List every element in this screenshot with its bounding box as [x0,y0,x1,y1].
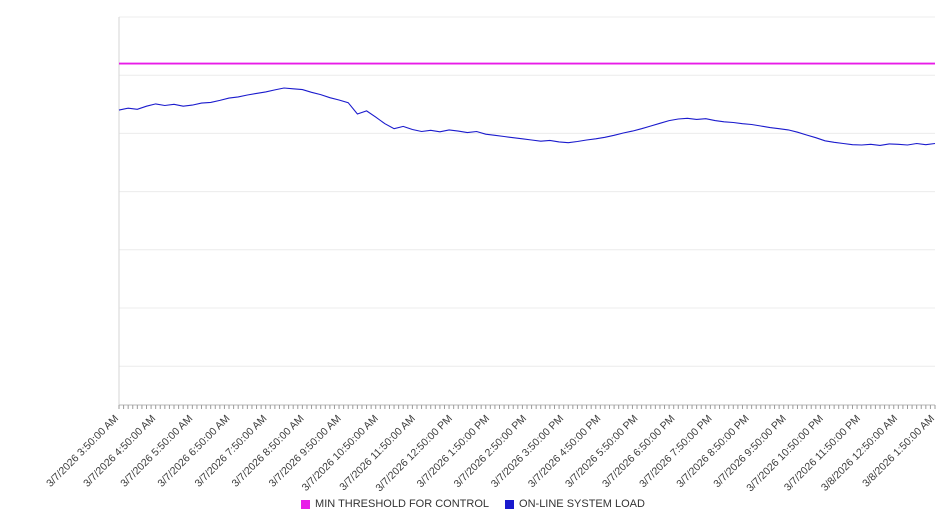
min-threshold-legend-swatch [301,499,311,509]
x-axis-label: 3/7/2026 5:50:00 AM [118,413,195,490]
x-axis-label: 3/7/2026 7:50:00 AM [192,413,269,490]
x-axis-label: 3/7/2026 1:50:00 PM [415,413,492,490]
x-axis-label: 3/7/2026 9:50:00 AM [267,413,344,490]
x-axis-label: 3/7/2026 5:50:00 PM [563,413,640,490]
legend-item-online-system-load[interactable]: ON-LINE SYSTEM LOAD [505,498,645,510]
system-load-line-chart: 3/7/2026 3:50:00 AM3/7/2026 4:50:00 AM3/… [44,16,937,494]
chart-legend: MIN THRESHOLD FOR CONTROL ON-LINE SYSTEM… [0,498,946,510]
x-axis-label: 3/7/2026 3:50:00 AM [44,413,121,490]
x-axis-label: 3/7/2026 2:50:00 PM [452,413,529,490]
x-axis-label: 3/7/2026 8:50:00 AM [230,413,307,490]
x-axis-label: 3/7/2026 4:50:00 PM [526,413,603,490]
x-axis-label: 3/7/2026 3:50:00 PM [489,413,566,490]
min-threshold-legend-label: MIN THRESHOLD FOR CONTROL [315,498,490,510]
x-axis-label: 3/8/2026 1:50:00 AM [860,413,937,490]
x-axis-label: 3/7/2026 4:50:00 AM [81,413,158,490]
x-axis-label: 3/7/2026 6:50:00 PM [600,413,677,490]
x-axis-label: 3/7/2026 9:50:00 PM [711,413,788,490]
legend-item-min-threshold[interactable]: MIN THRESHOLD FOR CONTROL [301,498,489,510]
online-system-load-legend-swatch [505,499,515,509]
x-axis-label: 3/7/2026 8:50:00 PM [674,413,751,490]
x-axis-label: 3/7/2026 6:50:00 AM [155,413,232,490]
online-system-load-legend-label: ON-LINE SYSTEM LOAD [519,498,645,510]
x-axis-label: 3/7/2026 7:50:00 PM [637,413,714,490]
